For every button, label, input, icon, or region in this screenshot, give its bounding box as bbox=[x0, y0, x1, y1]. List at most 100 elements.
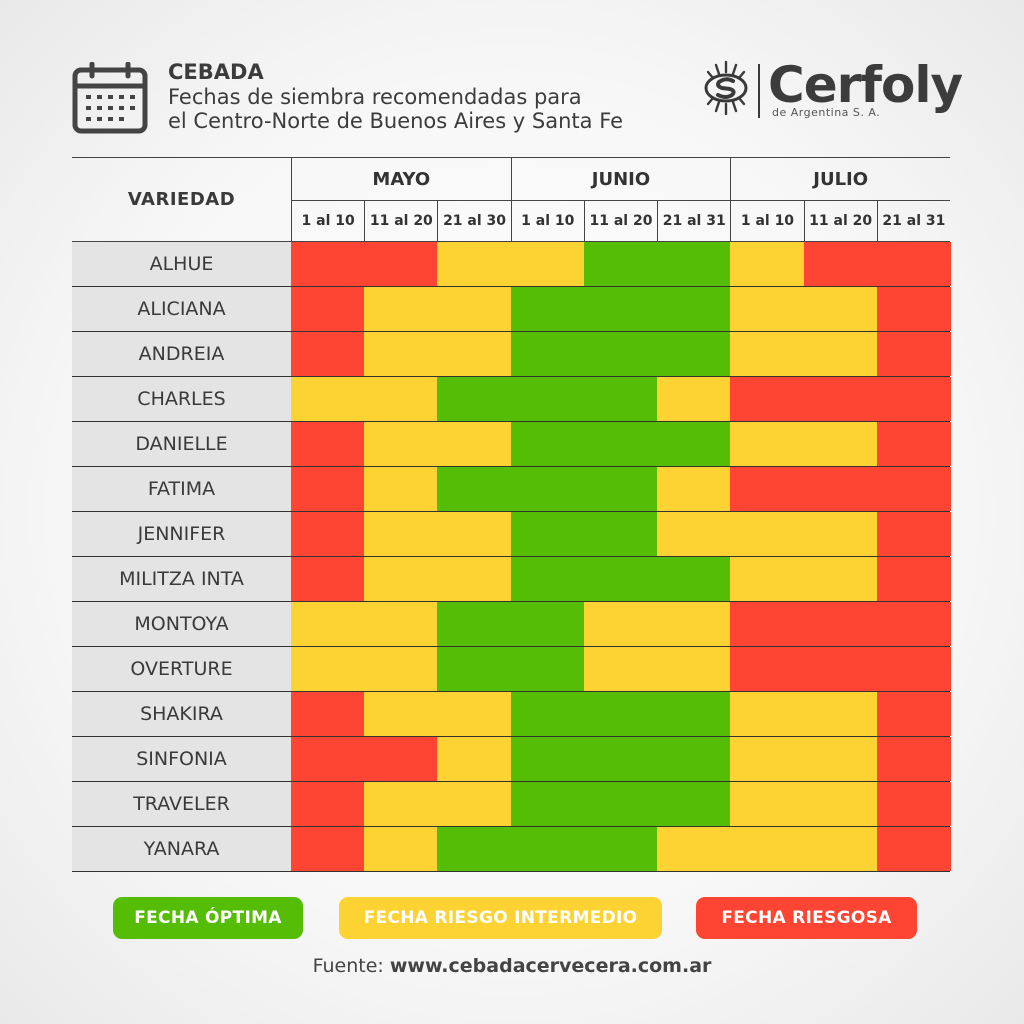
heatmap-cell bbox=[510, 467, 585, 511]
heatmap-cell bbox=[657, 242, 731, 286]
heatmap-cell bbox=[803, 647, 878, 691]
chart-subtitle-line1: Fechas de siembra recomendadas para bbox=[168, 85, 582, 109]
variety-label: OVERTURE bbox=[72, 647, 291, 691]
cerfoly-logo bbox=[704, 60, 748, 116]
variety-label: SHAKIRA bbox=[72, 692, 291, 736]
table-row: MILITZA INTA bbox=[72, 557, 951, 602]
heatmap-cell bbox=[291, 692, 365, 736]
brand-tagline: de Argentina S. A. bbox=[772, 106, 881, 119]
heatmap-cell bbox=[876, 602, 951, 646]
heatmap-cell bbox=[583, 377, 658, 421]
heatmap-cell bbox=[657, 557, 731, 601]
table-row: MONTOYA bbox=[72, 602, 951, 647]
heatmap-cell bbox=[510, 377, 585, 421]
period-header: 1 al 10 bbox=[291, 201, 364, 241]
heatmap-cell bbox=[583, 782, 658, 826]
period-header: 1 al 10 bbox=[730, 201, 803, 241]
heatmap-cell bbox=[291, 287, 365, 331]
chart-subtitle-line2: el Centro-Norte de Buenos Aires y Santa … bbox=[168, 109, 624, 133]
heatmap-cell bbox=[657, 647, 731, 691]
heatmap-cell bbox=[583, 512, 658, 556]
heatmap-cell bbox=[364, 782, 439, 826]
heatmap-cell bbox=[437, 422, 512, 466]
brand-logo-block: Cerfoly de Argentina S. A. bbox=[702, 56, 963, 128]
heatmap-cell bbox=[657, 467, 731, 511]
heatmap-cell bbox=[730, 422, 805, 466]
variety-label: ANDREIA bbox=[72, 332, 291, 376]
variety-label: FATIMA bbox=[72, 467, 291, 511]
row-divider bbox=[72, 826, 950, 827]
heatmap-cell bbox=[730, 377, 805, 421]
heatmap-cell bbox=[437, 377, 512, 421]
heatmap-cell bbox=[803, 737, 878, 781]
row-divider bbox=[72, 466, 950, 467]
month-row-divider bbox=[291, 200, 950, 201]
heatmap-cell bbox=[510, 332, 585, 376]
variety-label: YANARA bbox=[72, 827, 291, 871]
row-divider bbox=[72, 736, 950, 737]
source-url[interactable]: www.cebadacervecera.com.ar bbox=[389, 955, 712, 977]
heatmap-cell bbox=[803, 332, 878, 376]
heatmap-cell bbox=[583, 557, 658, 601]
brand-name: Cerfoly bbox=[768, 56, 963, 114]
table-row: SINFONIA bbox=[72, 737, 951, 782]
heatmap-cell bbox=[876, 737, 951, 781]
source-prefix: Fuente: bbox=[312, 955, 390, 977]
period-header: 11 al 20 bbox=[364, 201, 437, 241]
heatmap-cell bbox=[876, 692, 951, 736]
heatmap-cell bbox=[657, 512, 731, 556]
heatmap-cell bbox=[510, 602, 585, 646]
heatmap-cell bbox=[510, 422, 585, 466]
title-block: CEBADA Fechas de siembra recomendadas pa… bbox=[168, 60, 623, 133]
month-header-mayo: MAYO bbox=[291, 158, 511, 200]
heatmap-cell bbox=[876, 377, 951, 421]
heatmap-cell bbox=[657, 287, 731, 331]
heatmap-cell bbox=[291, 557, 365, 601]
heatmap-cell bbox=[583, 827, 658, 871]
period-header: 21 al 31 bbox=[876, 201, 950, 241]
heatmap-cell bbox=[730, 557, 805, 601]
row-divider bbox=[72, 421, 950, 422]
row-divider bbox=[72, 691, 950, 692]
table-row: ALICIANA bbox=[72, 287, 951, 332]
table-row: CHARLES bbox=[72, 377, 951, 422]
variety-label: MILITZA INTA bbox=[72, 557, 291, 601]
heatmap-cell bbox=[291, 647, 365, 691]
heatmap-cell bbox=[364, 332, 439, 376]
heatmap-cell bbox=[657, 377, 731, 421]
table-row: OVERTURE bbox=[72, 647, 951, 692]
heatmap-cell bbox=[803, 602, 878, 646]
heatmap-cell bbox=[291, 827, 365, 871]
heatmap-cell bbox=[291, 602, 365, 646]
legend-riesgo-intermedio: FECHA RIESGO INTERMEDIO bbox=[339, 897, 662, 939]
heatmap-cell bbox=[803, 782, 878, 826]
heatmap-cell bbox=[876, 287, 951, 331]
period-header: 21 al 30 bbox=[437, 201, 510, 241]
variety-label: CHARLES bbox=[72, 377, 291, 421]
variety-label: JENNIFER bbox=[72, 512, 291, 556]
table-row: JENNIFER bbox=[72, 512, 951, 557]
heatmap-cell bbox=[437, 602, 512, 646]
heatmap-cell bbox=[730, 242, 805, 286]
heatmap-cell bbox=[803, 827, 878, 871]
heatmap-cell bbox=[730, 332, 805, 376]
heatmap-cell bbox=[583, 602, 658, 646]
heatmap-cell bbox=[730, 647, 805, 691]
heatmap-cell bbox=[730, 467, 805, 511]
heatmap-cell bbox=[437, 557, 512, 601]
heatmap-cell bbox=[510, 692, 585, 736]
heatmap-cell bbox=[437, 782, 512, 826]
heatmap-cell bbox=[291, 422, 365, 466]
period-header: 11 al 20 bbox=[583, 201, 657, 241]
heatmap-cell bbox=[291, 332, 365, 376]
heatmap-cell bbox=[657, 602, 731, 646]
heatmap-cell bbox=[437, 827, 512, 871]
heatmap-cell bbox=[583, 737, 658, 781]
sowing-dates-table: VARIEDAD MAYO JUNIO JULIO 1 al 10 11 al 20 2… bbox=[72, 157, 951, 877]
heatmap-cell bbox=[364, 557, 439, 601]
chart-title: CEBADA bbox=[168, 60, 264, 84]
brand-separator bbox=[758, 64, 760, 118]
heatmap-cell bbox=[364, 647, 439, 691]
heatmap-cell bbox=[657, 827, 731, 871]
heatmap-cell bbox=[364, 242, 439, 286]
